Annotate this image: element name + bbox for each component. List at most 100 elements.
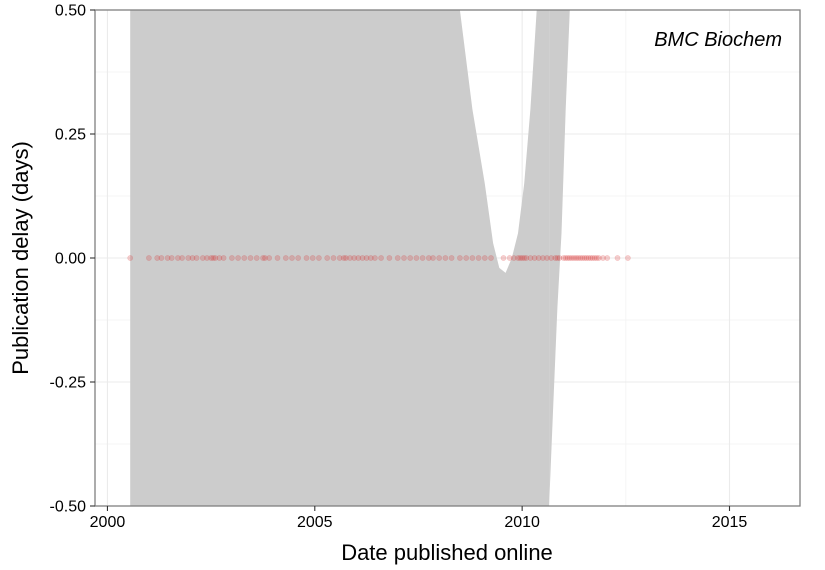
confidence-band-segment bbox=[130, 10, 550, 506]
data-point bbox=[347, 255, 353, 261]
data-point bbox=[262, 255, 268, 261]
data-point bbox=[145, 255, 152, 261]
data-point bbox=[430, 255, 436, 261]
data-point bbox=[168, 255, 175, 261]
panel-annotation: BMC Biochem bbox=[654, 29, 782, 51]
data-point bbox=[228, 255, 235, 261]
x-axis: 2000 2005 2010 2015 bbox=[90, 506, 747, 531]
x-axis-title: Date published online bbox=[341, 540, 553, 565]
data-point bbox=[448, 255, 455, 261]
data-point bbox=[260, 255, 266, 261]
data-point bbox=[295, 255, 302, 261]
data-point bbox=[591, 255, 598, 261]
data-point bbox=[235, 255, 241, 261]
data-point bbox=[577, 255, 584, 261]
data-point bbox=[282, 255, 289, 261]
x-tick-label: 2010 bbox=[504, 514, 540, 531]
y-tick-label: 0.00 bbox=[55, 251, 86, 268]
data-point bbox=[158, 255, 165, 261]
data-point bbox=[521, 255, 528, 261]
data-point bbox=[571, 255, 577, 261]
data-point bbox=[585, 255, 592, 261]
data-point bbox=[562, 255, 569, 261]
data-point bbox=[363, 255, 370, 261]
data-point bbox=[309, 255, 316, 261]
data-point bbox=[401, 255, 407, 261]
data-point bbox=[330, 255, 337, 261]
data-point bbox=[515, 255, 521, 261]
data-point bbox=[253, 255, 260, 261]
data-point bbox=[342, 255, 349, 261]
data-point bbox=[212, 255, 219, 261]
data-point bbox=[303, 255, 310, 261]
y-tick-label: -0.25 bbox=[50, 375, 87, 392]
data-point bbox=[274, 255, 281, 261]
data-point bbox=[531, 255, 538, 261]
data-point bbox=[581, 255, 588, 261]
data-point bbox=[469, 255, 476, 261]
data-point bbox=[185, 255, 192, 261]
data-point bbox=[127, 255, 134, 261]
data-point bbox=[193, 255, 200, 261]
y-axis: -0.50 -0.25 0.00 0.25 0.50 bbox=[50, 3, 95, 516]
data-point bbox=[569, 255, 575, 261]
data-point bbox=[179, 255, 185, 261]
data-point bbox=[154, 255, 161, 261]
data-point bbox=[289, 255, 295, 261]
data-point bbox=[266, 255, 273, 261]
data-point bbox=[442, 255, 449, 261]
data-point bbox=[544, 255, 550, 261]
data-point bbox=[204, 255, 210, 261]
data-point bbox=[413, 255, 420, 261]
data-point bbox=[340, 255, 347, 261]
data-point bbox=[241, 255, 248, 261]
data-point bbox=[216, 255, 223, 261]
data-point bbox=[552, 255, 559, 261]
data-point bbox=[564, 255, 571, 261]
data-point bbox=[540, 255, 546, 261]
data-point bbox=[535, 255, 542, 261]
data-point bbox=[355, 255, 362, 261]
data-point bbox=[199, 255, 206, 261]
data-point bbox=[386, 255, 393, 261]
data-point bbox=[394, 255, 401, 261]
data-point bbox=[359, 255, 366, 261]
data-point bbox=[506, 255, 513, 261]
data-point bbox=[614, 255, 621, 261]
confidence-band bbox=[130, 10, 570, 506]
data-point bbox=[593, 255, 600, 261]
data-point bbox=[220, 255, 227, 261]
data-point bbox=[560, 255, 567, 261]
data-point bbox=[367, 255, 374, 261]
data-point bbox=[315, 255, 322, 261]
data-point bbox=[600, 255, 606, 261]
data-point bbox=[164, 255, 171, 261]
data-point bbox=[583, 255, 590, 261]
y-tick-label: 0.50 bbox=[55, 3, 86, 20]
data-point bbox=[519, 255, 525, 261]
data-point bbox=[500, 255, 507, 261]
data-point bbox=[481, 255, 488, 261]
data-point bbox=[596, 255, 602, 261]
data-point bbox=[548, 255, 555, 261]
x-tick-label: 2005 bbox=[297, 514, 333, 531]
data-point bbox=[324, 255, 331, 261]
data-point bbox=[579, 255, 586, 261]
data-point bbox=[371, 255, 378, 261]
data-point bbox=[189, 255, 196, 261]
data-point bbox=[436, 255, 443, 261]
y-tick-label: 0.25 bbox=[55, 127, 86, 144]
data-point bbox=[566, 255, 573, 261]
data-point bbox=[625, 255, 631, 261]
data-point bbox=[210, 255, 217, 261]
data-point bbox=[247, 255, 254, 261]
x-tick-label: 2000 bbox=[90, 514, 126, 531]
data-point bbox=[351, 255, 358, 261]
data-points bbox=[127, 255, 631, 261]
data-point bbox=[556, 255, 563, 261]
data-point bbox=[488, 255, 494, 261]
data-point bbox=[573, 255, 579, 261]
data-point bbox=[336, 255, 343, 261]
data-point bbox=[407, 255, 414, 261]
